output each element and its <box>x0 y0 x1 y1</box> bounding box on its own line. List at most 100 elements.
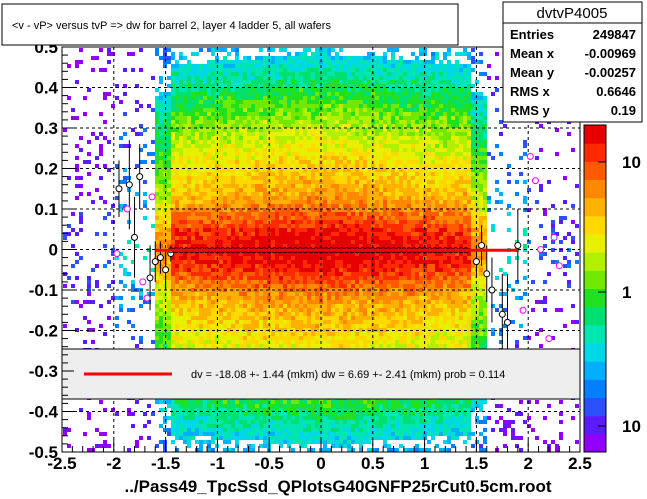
heatmap-cell <box>295 264 299 268</box>
heatmap-cell <box>87 88 91 92</box>
heatmap-cell <box>235 176 239 180</box>
heatmap-cell <box>207 224 211 228</box>
heatmap-cell <box>63 428 67 432</box>
heatmap-cell <box>319 80 323 84</box>
heatmap-cell <box>207 428 211 432</box>
heatmap-cell <box>287 96 291 100</box>
heatmap-cell <box>75 164 79 168</box>
heatmap-cell <box>339 232 343 236</box>
heatmap-cell <box>331 228 335 232</box>
heatmap-cell <box>227 92 231 96</box>
heatmap-cell <box>331 332 335 336</box>
heatmap-cell <box>235 144 239 148</box>
heatmap-cell <box>203 232 207 236</box>
heatmap-cell <box>95 188 99 192</box>
heatmap-cell <box>331 172 335 176</box>
heatmap-cell <box>275 116 279 120</box>
heatmap-cell <box>307 340 311 344</box>
heatmap-cell <box>231 192 235 196</box>
heatmap-cell <box>227 96 231 100</box>
heatmap-cell <box>139 436 143 440</box>
heatmap-cell <box>207 68 211 72</box>
heatmap-cell <box>243 212 247 216</box>
heatmap-cell <box>67 176 71 180</box>
heatmap-cell <box>239 192 243 196</box>
heatmap-cell <box>195 432 199 436</box>
heatmap-cell <box>291 296 295 300</box>
heatmap-cell <box>299 204 303 208</box>
heatmap-cell <box>259 340 263 344</box>
heatmap-cell <box>167 208 171 212</box>
heatmap-cell <box>103 332 107 336</box>
heatmap-cell <box>331 200 335 204</box>
heatmap-cell <box>339 88 343 92</box>
heatmap-cell <box>179 132 183 136</box>
heatmap-cell <box>243 132 247 136</box>
heatmap-cell <box>343 136 347 140</box>
heatmap-cell <box>307 404 311 408</box>
heatmap-cell <box>247 92 251 96</box>
heatmap-cell <box>199 76 203 80</box>
heatmap-cell <box>199 212 203 216</box>
heatmap-cell <box>195 264 199 268</box>
heatmap-cell <box>251 184 255 188</box>
heatmap-cell <box>335 192 339 196</box>
heatmap-cell <box>187 416 191 420</box>
heatmap-cell <box>315 208 319 212</box>
heatmap-cell <box>223 436 227 440</box>
heatmap-cell <box>171 184 175 188</box>
heatmap-cell <box>303 224 307 228</box>
heatmap-cell <box>243 108 247 112</box>
heatmap-cell <box>275 84 279 88</box>
heatmap-cell <box>227 252 231 256</box>
heatmap-cell <box>303 144 307 148</box>
heatmap-cell <box>203 108 207 112</box>
heatmap-cell <box>223 244 227 248</box>
heatmap-cell <box>263 232 267 236</box>
heatmap-cell <box>219 60 223 64</box>
heatmap-cell <box>239 260 243 264</box>
heatmap-cell <box>211 236 215 240</box>
heatmap-cell <box>179 404 183 408</box>
heatmap-cell <box>183 264 187 268</box>
heatmap-cell <box>251 400 255 404</box>
heatmap-cell <box>175 300 179 304</box>
heatmap-cell <box>99 400 103 404</box>
heatmap-cell <box>303 268 307 272</box>
heatmap-cell <box>315 244 319 248</box>
heatmap-cell <box>335 264 339 268</box>
heatmap-cell <box>191 168 195 172</box>
heatmap-cell <box>295 96 299 100</box>
heatmap-cell <box>339 152 343 156</box>
heatmap-cell <box>275 432 279 436</box>
heatmap-cell <box>211 160 215 164</box>
heatmap-cell <box>343 216 347 220</box>
heatmap-cell <box>283 164 287 168</box>
heatmap-cell <box>171 304 175 308</box>
heatmap-cell <box>271 256 275 260</box>
heatmap-cell <box>271 140 275 144</box>
heatmap-cell <box>211 84 215 88</box>
heatmap-cell <box>227 244 231 248</box>
heatmap-cell <box>291 224 295 228</box>
heatmap-cell <box>183 160 187 164</box>
heatmap-cell <box>343 316 347 320</box>
heatmap-cell <box>323 336 327 340</box>
heatmap-cell <box>191 236 195 240</box>
heatmap-cell <box>319 200 323 204</box>
heatmap-cell <box>203 168 207 172</box>
heatmap-cell <box>203 120 207 124</box>
heatmap-cell <box>255 104 259 108</box>
heatmap-cell <box>83 300 87 304</box>
heatmap-cell <box>331 168 335 172</box>
heatmap-cell <box>171 332 175 336</box>
heatmap-cell <box>283 144 287 148</box>
heatmap-cell <box>239 216 243 220</box>
heatmap-cell <box>327 164 331 168</box>
heatmap-cell <box>295 292 299 296</box>
heatmap-cell <box>111 408 115 412</box>
heatmap-cell <box>199 344 203 348</box>
heatmap-cell <box>255 300 259 304</box>
heatmap-cell <box>99 432 103 436</box>
heatmap-cell <box>187 268 191 272</box>
